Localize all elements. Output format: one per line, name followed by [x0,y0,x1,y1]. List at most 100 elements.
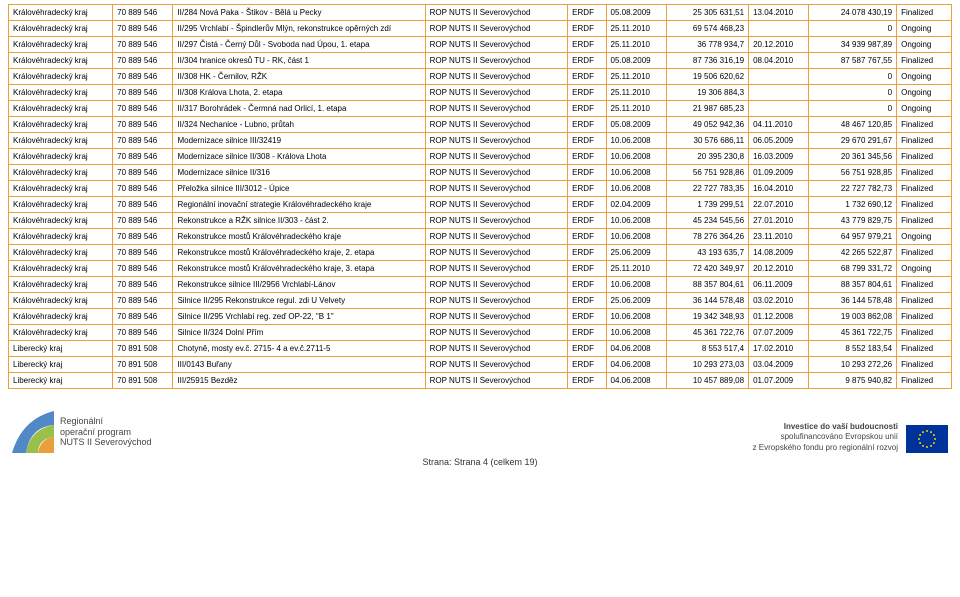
table-cell: Chotyně, mosty ev.č. 2715- 4 a ev.č.2711… [173,341,425,357]
table-cell: 29 670 291,67 [809,133,897,149]
table-cell: ROP NUTS II Severovýchod [425,37,568,53]
table-row: Královéhradecký kraj70 889 546II/304 hra… [9,53,952,69]
table-row: Královéhradecký kraj70 889 546Modernizac… [9,165,952,181]
table-cell: Královéhradecký kraj [9,245,113,261]
table-row: Královéhradecký kraj70 889 546Regionální… [9,197,952,213]
eu-funding-text: Investice do vaší budoucnosti spolufinan… [753,422,898,453]
table-cell: 70 889 546 [113,229,173,245]
table-cell: Finalized [897,117,952,133]
table-cell: Královéhradecký kraj [9,117,113,133]
table-cell: Liberecký kraj [9,373,113,389]
table-cell: 03.02.2010 [749,293,809,309]
table-cell: Finalized [897,213,952,229]
table-row: Královéhradecký kraj70 889 546Silnice II… [9,293,952,309]
table-cell: Královéhradecký kraj [9,149,113,165]
table-cell: 30 576 686,11 [666,133,748,149]
table-row: Královéhradecký kraj70 889 546II/308 Krá… [9,85,952,101]
table-cell: II/284 Nová Paka - Štikov - Bělá u Pecky [173,5,425,21]
table-cell: ROP NUTS II Severovýchod [425,325,568,341]
table-cell: Královéhradecký kraj [9,37,113,53]
table-cell: Ongoing [897,101,952,117]
table-row: Královéhradecký kraj70 889 546II/308 HK … [9,69,952,85]
table-cell: ERDF [568,5,606,21]
table-cell: ERDF [568,309,606,325]
table-cell: II/304 hranice okresů TU - RK, část 1 [173,53,425,69]
table-cell: ERDF [568,85,606,101]
table-cell: 16.04.2010 [749,181,809,197]
table-cell: Finalized [897,133,952,149]
table-row: Královéhradecký kraj70 889 546Silnice II… [9,309,952,325]
eu-line-1: Investice do vaší budoucnosti [753,422,898,432]
table-cell: Královéhradecký kraj [9,213,113,229]
table-cell: Modernizace silnice II/316 [173,165,425,181]
table-cell: Rekonstrukce silnice III/2956 Vrchlabí-L… [173,277,425,293]
table-cell: Finalized [897,181,952,197]
table-cell: 10.06.2008 [606,149,666,165]
table-cell: ROP NUTS II Severovýchod [425,21,568,37]
table-cell: 05.08.2009 [606,5,666,21]
table-cell: Ongoing [897,69,952,85]
table-cell: 1 732 690,12 [809,197,897,213]
table-cell: 36 778 934,7 [666,37,748,53]
table-cell: 9 875 940,82 [809,373,897,389]
table-cell: 0 [809,69,897,85]
eu-flag-icon [906,425,948,453]
table-cell: 04.06.2008 [606,373,666,389]
table-cell: 16.03.2009 [749,149,809,165]
table-cell: 70 891 508 [113,373,173,389]
table-cell: 88 357 804,61 [666,277,748,293]
table-cell: 25.11.2010 [606,261,666,277]
data-table: Královéhradecký kraj70 889 546II/284 Nov… [8,4,952,389]
table-cell: 21 987 685,23 [666,101,748,117]
table-cell: Silnice II/324 Dolní Přím [173,325,425,341]
table-cell: Silnice II/295 Rekonstrukce regul. zdi U… [173,293,425,309]
table-cell: ERDF [568,373,606,389]
table-cell: ROP NUTS II Severovýchod [425,229,568,245]
table-cell: 25 305 631,51 [666,5,748,21]
table-cell: Finalized [897,245,952,261]
table-cell: ROP NUTS II Severovýchod [425,341,568,357]
table-cell: 70 889 546 [113,309,173,325]
table-cell: 01.09.2009 [749,165,809,181]
table-cell [749,85,809,101]
table-cell: 05.08.2009 [606,53,666,69]
table-cell: Finalized [897,373,952,389]
table-cell: ROP NUTS II Severovýchod [425,165,568,181]
table-cell: 27.01.2010 [749,213,809,229]
table-cell [749,101,809,117]
table-cell: ERDF [568,53,606,69]
table-cell: ROP NUTS II Severovýchod [425,5,568,21]
table-cell: 23.11.2010 [749,229,809,245]
table-cell: Rekonstrukce a RŽK silnice II/303 - část… [173,213,425,229]
table-row: Královéhradecký kraj70 889 546Modernizac… [9,133,952,149]
table-cell: Královéhradecký kraj [9,21,113,37]
table-cell: II/297 Čistá - Černý Důl - Svoboda nad Ú… [173,37,425,53]
table-row: Královéhradecký kraj70 889 546Rekonstruk… [9,245,952,261]
eu-line-2: spolufinancováno Evropskou unií [753,432,898,442]
table-cell: ROP NUTS II Severovýchod [425,213,568,229]
table-cell: ERDF [568,197,606,213]
table-cell: ROP NUTS II Severovýchod [425,133,568,149]
table-cell: 25.06.2009 [606,293,666,309]
table-cell: 24 078 430,19 [809,5,897,21]
table-cell: 20 361 345,56 [809,149,897,165]
table-cell: 25.11.2010 [606,69,666,85]
table-cell: II/317 Borohrádek - Čermná nad Orlicí, 1… [173,101,425,117]
table-cell: Královéhradecký kraj [9,261,113,277]
table-cell: 10.06.2008 [606,181,666,197]
table-cell: 10 457 889,08 [666,373,748,389]
table-cell: 25.11.2010 [606,101,666,117]
table-cell: ROP NUTS II Severovýchod [425,293,568,309]
table-cell: 56 751 928,85 [809,165,897,181]
table-cell: 70 889 546 [113,325,173,341]
table-cell: ERDF [568,229,606,245]
table-cell: ROP NUTS II Severovýchod [425,277,568,293]
table-row: Královéhradecký kraj70 889 546II/324 Nec… [9,117,952,133]
table-cell: 87 736 316,19 [666,53,748,69]
table-cell: Finalized [897,293,952,309]
table-cell: ROP NUTS II Severovýchod [425,309,568,325]
table-cell: 08.04.2010 [749,53,809,69]
table-row: Královéhradecký kraj70 889 546Modernizac… [9,149,952,165]
table-cell: 48 467 120,85 [809,117,897,133]
table-cell: 87 587 767,55 [809,53,897,69]
